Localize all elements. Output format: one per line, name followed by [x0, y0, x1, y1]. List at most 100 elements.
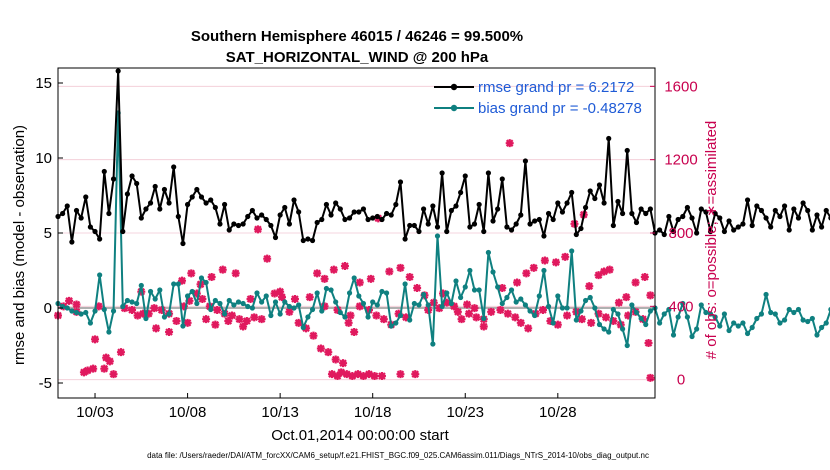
rmse-point [781, 203, 788, 209]
rmse-point [425, 221, 431, 227]
obs-count-marker [187, 269, 196, 278]
rmse-point [78, 215, 84, 221]
obs-count-marker [413, 284, 422, 292]
obs-count-marker [470, 304, 479, 313]
rmse-point [550, 216, 556, 223]
rmse-point [356, 209, 362, 215]
rmse-point [726, 218, 732, 224]
obs-count-marker [246, 295, 255, 303]
bias-point [222, 311, 228, 317]
bias-point [208, 306, 214, 313]
rmse-point [272, 234, 279, 241]
bias-point [249, 305, 255, 311]
obs-count-marker [139, 309, 148, 318]
rmse-point [337, 206, 343, 212]
rmse-point [134, 180, 140, 187]
x-tick-label: 10/23 [446, 404, 484, 421]
y-tick-label: 0 [44, 300, 52, 317]
obs-count-marker [350, 328, 359, 336]
obs-count-marker [178, 276, 187, 285]
bias-point [69, 308, 75, 314]
bias-point [124, 297, 131, 304]
y-axis-label: rmse and bias (model - observation) [11, 125, 28, 365]
x-axis-label: Oct.01,2014 00:00:00 start [271, 427, 449, 444]
bias-point [569, 248, 575, 254]
obs-count-marker [624, 311, 633, 320]
obs-count-marker [539, 306, 548, 314]
obs-count-marker [646, 373, 655, 382]
obs-count-marker [546, 317, 555, 325]
obs-count-marker [348, 372, 357, 380]
obs-count-marker [529, 263, 538, 272]
bias-point [226, 297, 232, 304]
bias-point [795, 306, 802, 313]
bias-point [383, 290, 390, 296]
obs-count-marker [202, 315, 211, 324]
rmse-point [184, 201, 191, 208]
bias-point [476, 287, 482, 293]
bias-point [814, 332, 820, 338]
obs-count-marker [411, 370, 420, 379]
obs-count-marker [253, 225, 262, 234]
obs-count-marker [355, 278, 364, 287]
bias-point [157, 287, 163, 293]
obs-count-marker [294, 318, 303, 327]
rmse-point [777, 213, 783, 220]
bias-point [740, 320, 746, 326]
x-axis: 10/03 10/08 10/13 10/18 10/23 10/28 [76, 393, 577, 421]
bias-point [189, 288, 195, 295]
rmse-point [721, 228, 728, 235]
obs-count-marker [614, 298, 623, 307]
bias-point [231, 302, 237, 308]
rmse-point [319, 216, 325, 223]
obs-count-marker [324, 348, 333, 357]
rmse-point [541, 233, 547, 239]
y-tick-label: 10 [35, 150, 52, 167]
obs-count-marker [553, 320, 562, 329]
rmse-point [527, 221, 533, 227]
rmse-point [393, 201, 399, 208]
obs-count-marker [157, 306, 166, 314]
obs-count-marker [496, 306, 505, 314]
bias-point [532, 312, 538, 319]
obs-count-marker [370, 372, 379, 380]
rmse-point [744, 197, 751, 203]
bias-point [87, 320, 93, 326]
obs-count-marker [346, 311, 355, 320]
rmse-point [569, 189, 575, 196]
obs-count-marker [622, 293, 631, 302]
rmse-point [481, 228, 487, 235]
obs-count-marker [372, 311, 381, 320]
obs-count-marker [263, 254, 272, 263]
rmse-point [69, 239, 75, 245]
rmse-point [471, 221, 478, 227]
rmse-point [490, 218, 496, 224]
bias-point [263, 293, 269, 299]
rmse-point [513, 221, 519, 227]
obs-count-marker [487, 307, 496, 316]
rmse-point [610, 222, 616, 229]
bias-point [439, 303, 445, 310]
obs-count-marker [587, 318, 596, 327]
bias-point [309, 306, 316, 313]
obs-count-marker [172, 317, 181, 325]
rmse-point [342, 216, 348, 223]
bias-point [573, 317, 579, 323]
x-tick-label: 10/28 [539, 404, 577, 421]
bias-point [694, 326, 700, 332]
bias-point [805, 318, 811, 325]
bias-point [351, 275, 357, 281]
bias-point [240, 300, 246, 307]
rmse-point [143, 206, 149, 212]
bias-point [374, 302, 380, 308]
bias-point [629, 302, 635, 308]
obs-count-marker [91, 335, 100, 344]
rmse-point [300, 237, 306, 244]
bias-point [555, 293, 561, 299]
bias-point [823, 320, 829, 326]
rmse-point [819, 224, 825, 230]
obs-count-marker [65, 296, 74, 305]
rmse-point [166, 200, 172, 206]
rmse-point [689, 215, 695, 221]
